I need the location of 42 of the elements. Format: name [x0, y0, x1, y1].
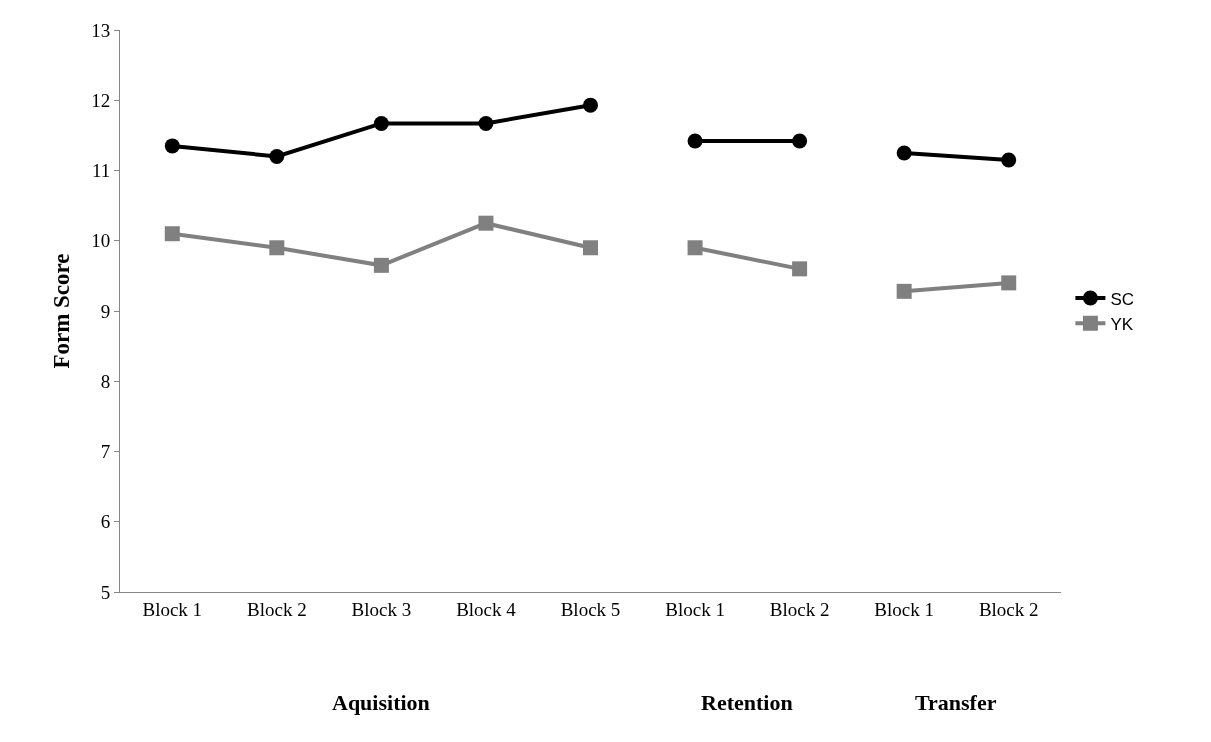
point: [583, 240, 598, 256]
text: Transfer: [915, 690, 997, 715]
x-tick-label: Block 4: [456, 598, 517, 620]
x-tick-label: Block 1: [665, 598, 725, 620]
point: [478, 115, 494, 131]
y-tick-label: 5: [100, 581, 111, 603]
text: Retention: [701, 690, 793, 715]
x-tick-label: Block 3: [351, 598, 412, 620]
y-tick-label: 13: [91, 19, 111, 41]
y-tick-label: 8: [100, 370, 111, 392]
point: [687, 240, 703, 256]
x-tick-label: Block 2: [247, 598, 307, 620]
y-tick-label: 10: [91, 230, 111, 252]
y-tick-label: 6: [100, 511, 111, 533]
legend-label: YK: [1110, 314, 1134, 334]
y-tick-label: 11: [91, 160, 111, 182]
point: [373, 115, 389, 131]
point: [792, 261, 808, 277]
text: Aquisition: [332, 690, 430, 715]
point: [1001, 275, 1017, 291]
x-tick-label: Block 1: [142, 598, 203, 620]
point: [896, 145, 912, 161]
x-tick-label: Block 5: [560, 598, 621, 620]
point: [269, 240, 285, 256]
x-tick-label: Block 2: [769, 598, 830, 620]
y-tick-label: 9: [100, 300, 111, 322]
y-tick-label: 12: [91, 89, 111, 111]
legend-label: SC: [1110, 289, 1135, 309]
point: [583, 97, 598, 113]
point: [478, 215, 494, 231]
point: [269, 148, 285, 164]
point: [373, 257, 389, 273]
point: [792, 133, 808, 149]
x-tick-label: Block 2: [978, 598, 1039, 620]
point: [164, 138, 180, 154]
point: [1001, 152, 1017, 168]
y-tick-label: 7: [100, 441, 111, 463]
point: [164, 226, 180, 242]
point: [896, 283, 912, 299]
point: [687, 133, 703, 149]
x-tick-label: Block 1: [874, 598, 934, 620]
y-axis-title: Form Score: [48, 253, 74, 369]
